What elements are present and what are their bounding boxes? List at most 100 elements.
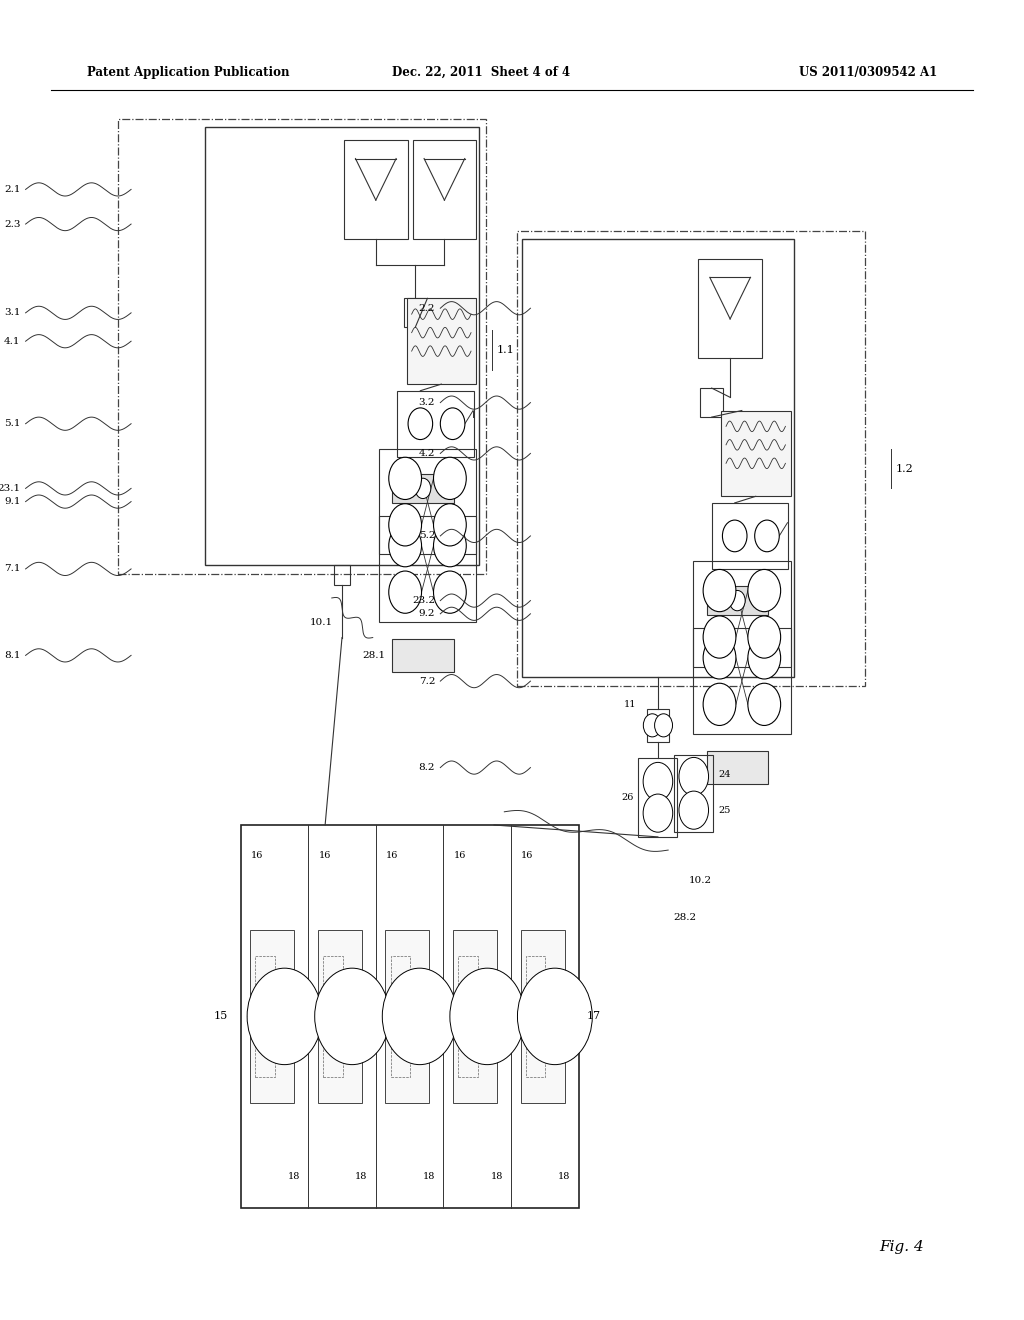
Text: 9.2: 9.2: [419, 610, 435, 618]
Bar: [458, 956, 478, 1077]
Circle shape: [748, 616, 780, 659]
Bar: [413, 140, 476, 239]
Text: 11: 11: [624, 700, 637, 709]
Text: 18: 18: [355, 1172, 368, 1181]
Circle shape: [679, 791, 709, 829]
Text: 16: 16: [521, 851, 534, 861]
Bar: [334, 565, 350, 585]
Circle shape: [433, 457, 466, 499]
Text: 16: 16: [251, 851, 263, 861]
Circle shape: [703, 684, 736, 726]
Circle shape: [247, 968, 322, 1065]
Text: 9.1: 9.1: [4, 498, 20, 506]
Bar: [522, 239, 794, 677]
Text: 18: 18: [288, 1172, 300, 1181]
Bar: [712, 503, 788, 569]
Text: 16: 16: [454, 851, 466, 861]
Text: Dec. 22, 2011  Sheet 4 of 4: Dec. 22, 2011 Sheet 4 of 4: [392, 66, 570, 79]
Circle shape: [433, 572, 466, 614]
Bar: [453, 931, 497, 1102]
Text: 23.2: 23.2: [412, 597, 435, 605]
Text: 2.3: 2.3: [4, 219, 20, 228]
Bar: [675, 755, 714, 832]
Text: 16: 16: [318, 851, 331, 861]
Text: US 2011/0309542 A1: US 2011/0309542 A1: [799, 66, 937, 79]
Text: 1.2: 1.2: [896, 463, 913, 474]
Text: 10.1: 10.1: [310, 618, 333, 627]
Bar: [407, 298, 476, 384]
Circle shape: [389, 457, 422, 499]
Bar: [639, 758, 678, 837]
Circle shape: [314, 968, 389, 1065]
Circle shape: [433, 524, 466, 566]
Bar: [323, 956, 343, 1077]
Text: 15: 15: [214, 1011, 228, 1022]
Bar: [379, 516, 476, 622]
Text: 2.2: 2.2: [419, 304, 435, 313]
Bar: [118, 119, 486, 574]
Bar: [700, 388, 723, 417]
Text: 3.2: 3.2: [419, 399, 435, 407]
Bar: [392, 639, 454, 672]
Text: 17: 17: [587, 1011, 601, 1022]
Bar: [379, 449, 476, 554]
Bar: [525, 956, 546, 1077]
Text: 8.2: 8.2: [419, 763, 435, 772]
Circle shape: [389, 504, 422, 546]
Circle shape: [433, 504, 466, 546]
Circle shape: [382, 968, 457, 1065]
Bar: [241, 825, 579, 1208]
Circle shape: [722, 520, 748, 552]
Bar: [647, 709, 670, 742]
Text: 3.1: 3.1: [4, 309, 20, 317]
Text: 28.1: 28.1: [362, 651, 386, 660]
Circle shape: [450, 968, 524, 1065]
Text: Fig. 4: Fig. 4: [879, 1241, 924, 1254]
Text: Patent Application Publication: Patent Application Publication: [87, 66, 290, 79]
Bar: [707, 751, 768, 784]
Bar: [397, 391, 474, 457]
Circle shape: [654, 714, 673, 737]
Bar: [205, 127, 479, 565]
Text: 7.1: 7.1: [4, 565, 20, 573]
Circle shape: [440, 408, 465, 440]
Text: 28.2: 28.2: [674, 913, 696, 923]
Circle shape: [748, 636, 780, 678]
Text: 23.1: 23.1: [0, 484, 20, 492]
Circle shape: [748, 569, 780, 611]
Bar: [392, 474, 454, 503]
Circle shape: [755, 520, 779, 552]
Bar: [517, 231, 865, 686]
Bar: [698, 259, 762, 358]
Text: 18: 18: [558, 1172, 570, 1181]
Text: 24: 24: [719, 770, 731, 779]
Circle shape: [703, 616, 736, 659]
Circle shape: [748, 684, 780, 726]
Bar: [693, 628, 791, 734]
Circle shape: [643, 763, 673, 800]
Bar: [344, 140, 408, 239]
Circle shape: [517, 968, 592, 1065]
Circle shape: [408, 408, 433, 440]
Bar: [403, 298, 427, 327]
Circle shape: [679, 758, 709, 796]
Text: 7.2: 7.2: [419, 677, 435, 685]
Bar: [520, 931, 564, 1102]
Bar: [390, 956, 411, 1077]
Bar: [707, 586, 768, 615]
Text: 18: 18: [423, 1172, 435, 1181]
Circle shape: [703, 569, 736, 611]
Text: 4.1: 4.1: [4, 337, 20, 346]
Bar: [250, 931, 294, 1102]
Bar: [693, 561, 791, 667]
Circle shape: [389, 572, 422, 614]
Bar: [721, 411, 791, 496]
Text: 18: 18: [490, 1172, 503, 1181]
Text: 5.2: 5.2: [419, 532, 435, 540]
Circle shape: [389, 524, 422, 566]
Circle shape: [703, 636, 736, 678]
Text: 10.2: 10.2: [689, 876, 712, 886]
Text: 4.2: 4.2: [419, 449, 435, 458]
Text: 25: 25: [719, 805, 731, 814]
Text: 1.1: 1.1: [497, 345, 514, 355]
